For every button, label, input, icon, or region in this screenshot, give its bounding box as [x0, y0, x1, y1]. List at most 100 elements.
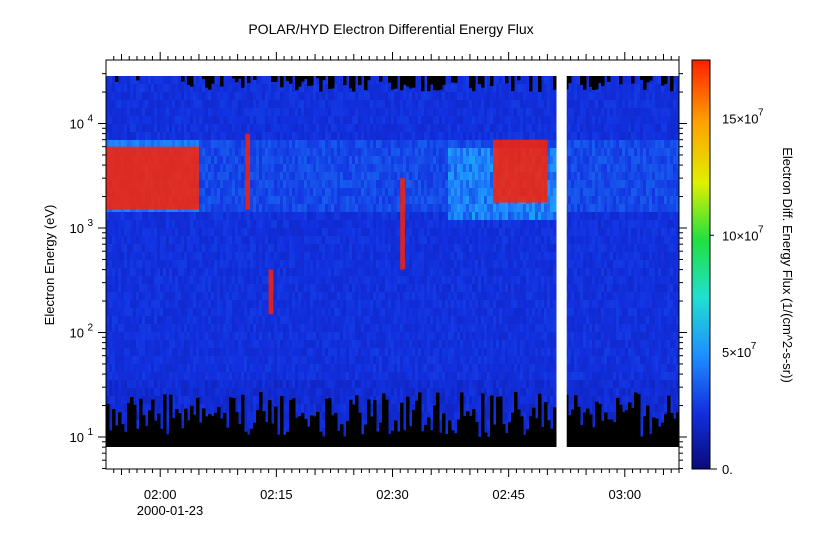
- heatmap-cell: [109, 412, 113, 421]
- heatmap-cell: [304, 76, 308, 85]
- heatmap-cell: [307, 228, 311, 237]
- heatmap-cell: [367, 356, 371, 365]
- heatmap-cell: [340, 356, 344, 365]
- heatmap-cell: [367, 348, 371, 357]
- heatmap-cell: [304, 348, 308, 357]
- heatmap-cell: [130, 132, 134, 141]
- heatmap-cell: [220, 396, 224, 405]
- heatmap-cell: [268, 140, 272, 149]
- heatmap-cell: [133, 396, 137, 405]
- heatmap-cell: [334, 372, 338, 381]
- heatmap-cell: [220, 324, 224, 333]
- heatmap-cell: [178, 116, 182, 125]
- heatmap-cell: [163, 300, 167, 309]
- heatmap-cell: [319, 276, 323, 285]
- heatmap-cell: [247, 220, 251, 229]
- heatmap-cell: [403, 404, 407, 413]
- heatmap-cell: [226, 148, 230, 157]
- heatmap-cell: [298, 164, 302, 173]
- heatmap-cell: [310, 212, 314, 221]
- heatmap-cell: [352, 100, 356, 109]
- heatmap-cell: [286, 196, 290, 205]
- heatmap-cell: [376, 340, 380, 349]
- heatmap-cell: [205, 148, 209, 157]
- heatmap-cell: [205, 364, 209, 373]
- heatmap-cell: [163, 340, 167, 349]
- heatmap-cell: [220, 308, 224, 317]
- heatmap-cell: [199, 100, 203, 109]
- heatmap-cell: [262, 100, 266, 109]
- heatmap-cell: [127, 340, 131, 349]
- heatmap-cell: [175, 324, 179, 333]
- heatmap-cell: [199, 188, 203, 197]
- heatmap-cell: [286, 204, 290, 213]
- heatmap-cell: [190, 276, 194, 285]
- heatmap-cell: [367, 364, 371, 373]
- heatmap-cell: [343, 364, 347, 373]
- heatmap-cell: [241, 276, 245, 285]
- heatmap-cell: [361, 212, 365, 221]
- heatmap-cell: [271, 172, 275, 181]
- heatmap-cell: [112, 356, 116, 365]
- heatmap-cell: [304, 388, 308, 397]
- heatmap-cell: [388, 348, 392, 357]
- heatmap-cell: [379, 380, 383, 389]
- heatmap-cell: [394, 212, 398, 221]
- heatmap-cell: [121, 388, 125, 397]
- heatmap-cell: [295, 172, 299, 181]
- heatmap-cell: [361, 292, 365, 301]
- heatmap-cell: [268, 132, 272, 141]
- heatmap-cell: [142, 244, 146, 253]
- heatmap-cell: [301, 300, 305, 309]
- heatmap-cell: [334, 276, 338, 285]
- heatmap-cell: [364, 276, 368, 285]
- heatmap-cell: [322, 420, 326, 429]
- heatmap-cell: [412, 332, 416, 341]
- heatmap-cell: [403, 92, 407, 101]
- heatmap-cell: [223, 340, 227, 349]
- heatmap-cell: [352, 92, 356, 101]
- heatmap-cell: [313, 156, 317, 165]
- heatmap-cell: [163, 108, 167, 117]
- heatmap-cell: [331, 124, 335, 133]
- heatmap-cell: [196, 300, 200, 309]
- heatmap-cell: [418, 300, 422, 309]
- heatmap-cell: [217, 252, 221, 261]
- heatmap-cell: [370, 156, 374, 165]
- heatmap-cell: [265, 316, 269, 325]
- heatmap-cell: [121, 228, 125, 237]
- heatmap-cell: [247, 260, 251, 269]
- heatmap-cell: [250, 180, 254, 189]
- heatmap-cell: [223, 372, 227, 381]
- heatmap-cell: [112, 76, 116, 85]
- heatmap-cell: [232, 92, 236, 101]
- heatmap-cell: [139, 140, 143, 149]
- heatmap-cell: [298, 284, 302, 293]
- heatmap-cell: [145, 364, 149, 373]
- heatmap-cell: [319, 92, 323, 101]
- heatmap-cell: [211, 380, 215, 389]
- heatmap-cell: [259, 212, 263, 221]
- heatmap-cell: [289, 132, 293, 141]
- heatmap-cell: [391, 204, 395, 213]
- heatmap-cell: [415, 324, 419, 333]
- heatmap-cell: [193, 308, 197, 317]
- heatmap-cell: [316, 316, 320, 325]
- heatmap-cell: [337, 340, 341, 349]
- heatmap-cell: [364, 156, 368, 165]
- heatmap-cell: [130, 244, 134, 253]
- heatmap-cell: [115, 236, 119, 245]
- heatmap-cell: [223, 124, 227, 133]
- heatmap-cell: [328, 276, 332, 285]
- heatmap-cell: [190, 132, 194, 141]
- heatmap-cell: [364, 228, 368, 237]
- heatmap-cell: [367, 164, 371, 173]
- heatmap-cell: [307, 324, 311, 333]
- heatmap-cell: [181, 252, 185, 261]
- heatmap-cell: [160, 100, 164, 109]
- heatmap-cell: [124, 332, 128, 341]
- heatmap-cell: [154, 260, 158, 269]
- heatmap-cell: [199, 132, 203, 141]
- heatmap-cell: [160, 236, 164, 245]
- heatmap-cell: [316, 204, 320, 213]
